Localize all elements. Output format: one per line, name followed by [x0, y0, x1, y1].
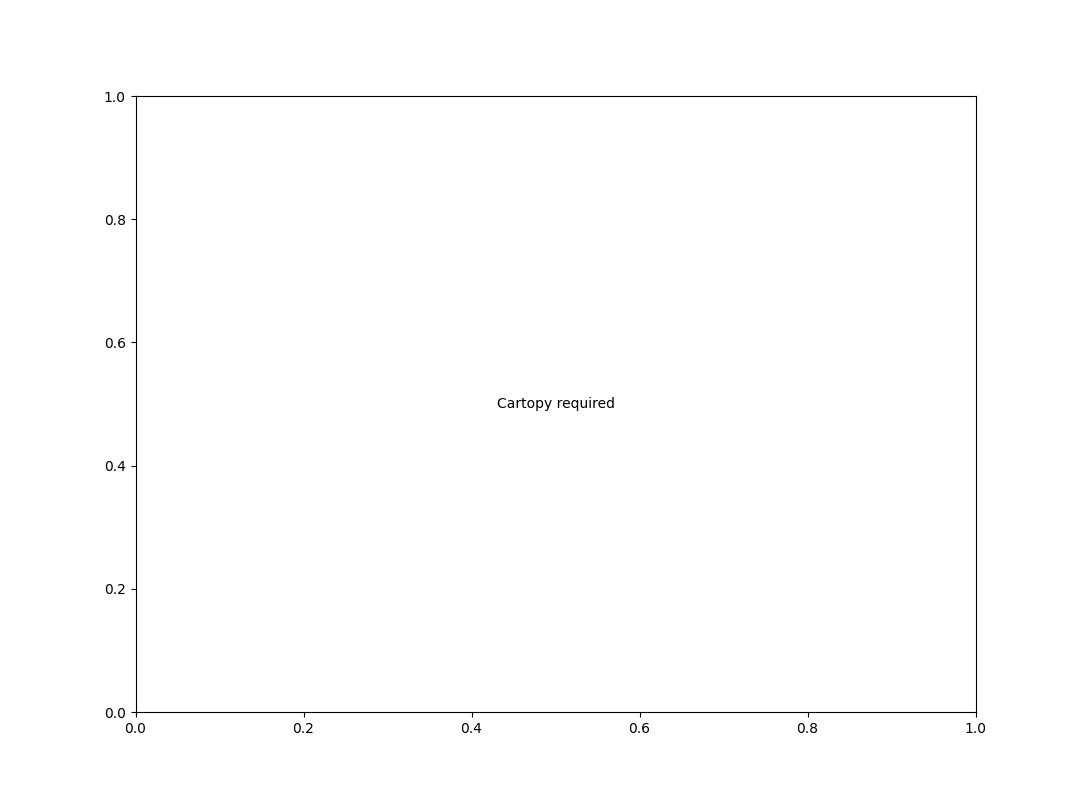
Text: Cartopy required: Cartopy required — [496, 397, 615, 411]
